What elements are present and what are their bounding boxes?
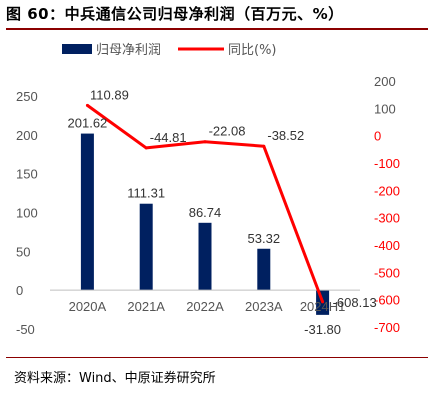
bottom-rule bbox=[6, 357, 428, 358]
y-left-tick-label: 100 bbox=[16, 206, 38, 221]
line-value-label: -44.81 bbox=[150, 130, 187, 145]
y-left-tick-label: 200 bbox=[16, 128, 38, 143]
bar-2022A bbox=[198, 222, 212, 291]
bar-value-label: -31.80 bbox=[304, 322, 341, 337]
x-tick-label: 2023A bbox=[245, 299, 283, 314]
y-left-tick-label: 0 bbox=[16, 283, 23, 298]
line-point-2022A bbox=[203, 140, 207, 144]
legend: 归母净利润 同比(%) bbox=[62, 43, 277, 58]
legend-label-bar: 归母净利润 bbox=[96, 43, 161, 58]
y-right-tick-label: -700 bbox=[374, 320, 400, 335]
y-right-tick-label: -300 bbox=[374, 211, 400, 226]
bar-2021A bbox=[139, 203, 153, 291]
x-tick-label: 2021A bbox=[127, 299, 165, 314]
y-right-tick-label: -400 bbox=[374, 238, 400, 253]
figure-title: 图 60：中兵通信公司归母净利润（百万元、%） bbox=[6, 5, 344, 23]
line-point-2023A bbox=[262, 144, 266, 148]
x-tick-label: 2022A bbox=[186, 299, 224, 314]
bar-value-label: 201.62 bbox=[68, 116, 108, 131]
bar-value-label: 86.74 bbox=[189, 205, 222, 220]
y-right-tick-label: -100 bbox=[374, 156, 400, 171]
y-right-tick-label: 100 bbox=[374, 101, 396, 116]
legend-swatch-bar bbox=[62, 44, 92, 54]
y-left-tick-label: 50 bbox=[16, 244, 30, 259]
line-value-label: -38.52 bbox=[267, 128, 304, 143]
y-right-tick-label: 0 bbox=[374, 129, 381, 144]
y-right-tick-label: -500 bbox=[374, 265, 400, 280]
y-left-tick-label: 250 bbox=[16, 89, 38, 104]
line-point-2024H1 bbox=[321, 300, 325, 304]
title-rule bbox=[6, 28, 428, 30]
x-tick-label: 2024H1 bbox=[300, 299, 346, 314]
line-value-label: 110.89 bbox=[90, 87, 129, 102]
x-tick-label: 2020A bbox=[69, 299, 107, 314]
y-left-tick-label: 150 bbox=[16, 167, 38, 182]
line-point-2020A bbox=[85, 103, 89, 107]
source-note: 资料来源：Wind、中原证券研究所 bbox=[14, 371, 216, 386]
bar-2020A bbox=[80, 133, 94, 291]
line-value-label: -608.13 bbox=[333, 295, 377, 310]
y-right-tick-label: -600 bbox=[374, 293, 400, 308]
y-right-tick-label: 200 bbox=[374, 74, 396, 89]
line-point-2021A bbox=[144, 146, 148, 150]
bar-value-label: 53.32 bbox=[248, 231, 281, 246]
line-value-label: -22.08 bbox=[209, 124, 246, 139]
y-right-tick-label: -200 bbox=[374, 183, 400, 198]
legend-label-line: 同比(%) bbox=[228, 43, 277, 58]
chart: 归母净利润 同比(%) 250 200 150 100 50 0 -50 200 100 0 -1… bbox=[16, 43, 400, 337]
bar-2023A bbox=[257, 248, 271, 291]
bar-value-label: 111.31 bbox=[127, 186, 165, 201]
y-left-tick-label: -50 bbox=[16, 322, 35, 337]
